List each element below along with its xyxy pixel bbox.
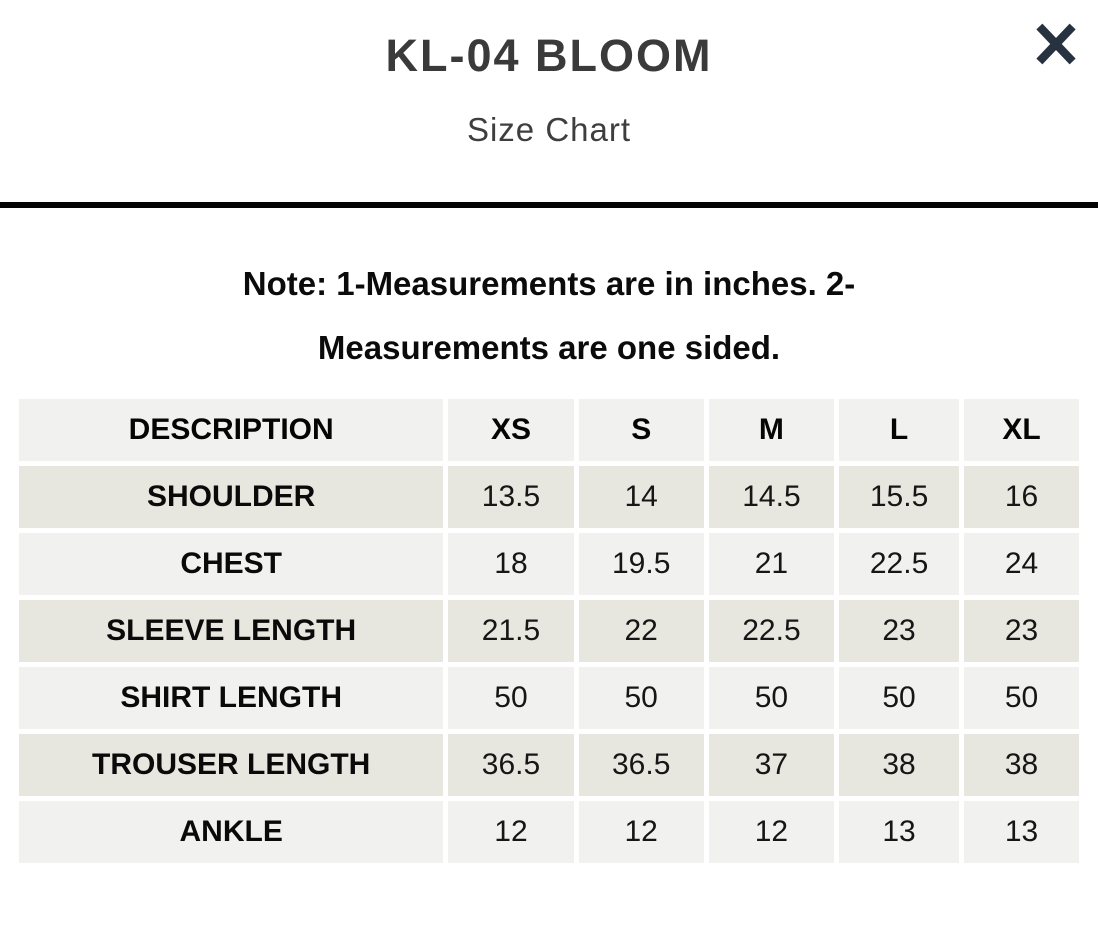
- size-value-cell: 15.5: [839, 466, 960, 528]
- size-value-cell: 18: [448, 533, 574, 595]
- size-value-cell: 50: [578, 667, 704, 729]
- size-value-cell: 24: [964, 533, 1079, 595]
- table-row: ANKLE 12 12 12 13 13: [19, 801, 1079, 863]
- close-icon: [1036, 23, 1076, 65]
- size-chart-table: DESCRIPTION XS S M L XL SHOULDER 13.5 14 14.5 15.…: [14, 394, 1084, 868]
- page-title: KL-04 BLOOM: [385, 30, 713, 81]
- row-label: SHOULDER: [19, 466, 444, 528]
- size-value-cell: 14.5: [708, 466, 835, 528]
- table-row: SHOULDER 13.5 14 14.5 15.5 16: [19, 466, 1079, 528]
- column-header-m: M: [708, 399, 835, 461]
- table-row: CHEST 18 19.5 21 22.5 24: [19, 533, 1079, 595]
- modal-header: KL-04 BLOOM Size Chart: [0, 0, 1098, 202]
- size-value-cell: 50: [448, 667, 574, 729]
- size-value-cell: 12: [448, 801, 574, 863]
- size-value-cell: 16: [964, 466, 1079, 528]
- size-value-cell: 22.5: [839, 533, 960, 595]
- size-table-header-row: DESCRIPTION XS S M L XL: [19, 399, 1079, 461]
- size-value-cell: 50: [839, 667, 960, 729]
- size-value-cell: 21.5: [448, 600, 574, 662]
- size-value-cell: 12: [708, 801, 835, 863]
- column-header-s: S: [578, 399, 704, 461]
- size-value-cell: 12: [578, 801, 704, 863]
- row-label: SHIRT LENGTH: [19, 667, 444, 729]
- size-value-cell: 50: [964, 667, 1079, 729]
- size-value-cell: 19.5: [578, 533, 704, 595]
- column-header-xs: XS: [448, 399, 574, 461]
- size-value-cell: 37: [708, 734, 835, 796]
- table-row: TROUSER LENGTH 36.5 36.5 37 38 38: [19, 734, 1079, 796]
- size-value-cell: 23: [839, 600, 960, 662]
- row-label: TROUSER LENGTH: [19, 734, 444, 796]
- table-row: SLEEVE LENGTH 21.5 22 22.5 23 23: [19, 600, 1079, 662]
- table-row: SHIRT LENGTH 50 50 50 50 50: [19, 667, 1079, 729]
- size-value-cell: 38: [964, 734, 1079, 796]
- size-value-cell: 13: [964, 801, 1079, 863]
- row-label: ANKLE: [19, 801, 444, 863]
- size-value-cell: 36.5: [448, 734, 574, 796]
- size-value-cell: 50: [708, 667, 835, 729]
- size-value-cell: 22.5: [708, 600, 835, 662]
- column-header-xl: XL: [964, 399, 1079, 461]
- size-value-cell: 13.5: [448, 466, 574, 528]
- size-value-cell: 21: [708, 533, 835, 595]
- column-header-l: L: [839, 399, 960, 461]
- measurement-note: Note: 1-Measurements are in inches. 2-Me…: [242, 265, 856, 366]
- column-header-description: DESCRIPTION: [19, 399, 444, 461]
- row-label: CHEST: [19, 533, 444, 595]
- size-value-cell: 38: [839, 734, 960, 796]
- size-value-cell: 13: [839, 801, 960, 863]
- page-subtitle: Size Chart: [466, 111, 632, 148]
- row-label: SLEEVE LENGTH: [19, 600, 444, 662]
- header-divider: [0, 202, 1098, 208]
- close-button[interactable]: [1030, 18, 1082, 70]
- size-value-cell: 36.5: [578, 734, 704, 796]
- size-table-body: SHOULDER 13.5 14 14.5 15.5 16 CHEST 18 19.5 21 22.…: [19, 466, 1079, 863]
- size-value-cell: 23: [964, 600, 1079, 662]
- size-value-cell: 14: [578, 466, 704, 528]
- size-value-cell: 22: [578, 600, 704, 662]
